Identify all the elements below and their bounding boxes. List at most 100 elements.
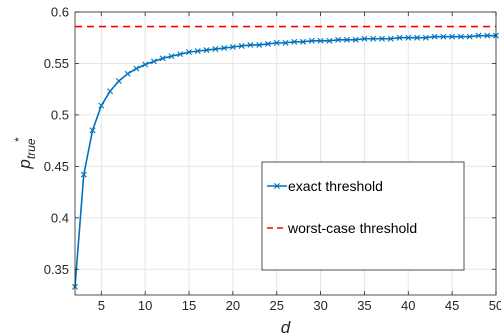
- y-axis-label-subscript: true: [24, 138, 38, 159]
- marker-stroke: [291, 38, 298, 45]
- marker-stroke: [124, 70, 131, 77]
- data-point-marker: [229, 44, 236, 50]
- marker-stroke: [98, 102, 105, 109]
- x-tick-label: 45: [445, 298, 459, 313]
- x-tick-label: 30: [313, 298, 327, 313]
- marker-stroke: [273, 39, 280, 46]
- data-point-marker: [221, 45, 228, 52]
- marker-stroke: [343, 36, 350, 43]
- y-axis-label: ptrue: [15, 138, 38, 169]
- data-point-marker: [370, 35, 377, 42]
- data-point-marker: [124, 70, 131, 77]
- x-tick-label: 35: [357, 298, 371, 313]
- data-point-marker: [107, 88, 114, 95]
- data-point-marker: [378, 35, 385, 42]
- marker-stroke: [317, 37, 324, 44]
- data-point-marker: [475, 32, 482, 39]
- marker-stroke: [247, 41, 254, 48]
- data-point-marker: [440, 33, 447, 40]
- marker-stroke: [457, 33, 464, 40]
- data-point-marker: [449, 33, 456, 40]
- data-point-marker: [396, 34, 403, 41]
- marker-stroke: [449, 33, 456, 40]
- legend-box: [261, 161, 465, 271]
- series-layer: [72, 25, 499, 290]
- data-point-marker: [186, 49, 193, 56]
- marker-stroke: [264, 40, 271, 47]
- data-point-marker: [387, 35, 394, 42]
- data-point-marker: [343, 36, 350, 43]
- marker-stroke: [203, 47, 210, 54]
- data-point-marker: [457, 33, 464, 40]
- data-point-marker: [194, 48, 201, 55]
- data-point-marker: [264, 40, 271, 47]
- x-tick-label: 20: [226, 298, 240, 313]
- data-point-marker: [150, 58, 157, 65]
- marker-stroke: [300, 38, 307, 45]
- y-tick-label: 0.5: [51, 107, 69, 122]
- data-point-marker: [98, 102, 105, 109]
- marker-stroke: [308, 37, 315, 44]
- data-point-marker: [422, 34, 429, 41]
- marker-stroke: [387, 35, 394, 42]
- data-point-marker: [317, 37, 324, 44]
- data-point-marker: [484, 32, 491, 39]
- data-point-marker: [466, 33, 473, 40]
- marker-stroke: [168, 53, 175, 60]
- data-point-marker: [203, 47, 210, 54]
- data-point-marker: [247, 41, 254, 48]
- marker-stroke: [361, 35, 368, 42]
- data-point-marker: [212, 46, 219, 53]
- data-point-marker: [115, 77, 122, 84]
- marker-stroke: [238, 42, 245, 49]
- marker-stroke: [142, 61, 149, 68]
- marker-stroke: [159, 55, 166, 62]
- data-point-marker: [335, 36, 342, 43]
- marker-stroke: [326, 37, 333, 44]
- x-axis-label: d: [281, 318, 291, 336]
- legend-label: worst-case threshold: [287, 220, 417, 236]
- x-tick-label: 5: [98, 298, 105, 313]
- marker-stroke: [256, 41, 263, 48]
- marker-stroke: [396, 34, 403, 41]
- x-tick-label: 50: [489, 298, 501, 313]
- marker-stroke: [115, 77, 122, 84]
- legend: exact threshold worst-case threshold: [261, 161, 465, 271]
- marker-stroke: [440, 33, 447, 40]
- data-point-marker: [282, 39, 289, 46]
- data-point-marker: [326, 37, 333, 44]
- data-point-marker: [273, 39, 280, 46]
- y-axis-label-superscript: *: [12, 137, 26, 142]
- legend-label: exact threshold: [288, 178, 383, 194]
- marker-stroke: [282, 39, 289, 46]
- marker-stroke: [194, 48, 201, 55]
- marker-stroke: [177, 51, 184, 58]
- data-point-marker: [133, 65, 140, 72]
- marker-stroke: [466, 33, 473, 40]
- marker-stroke: [370, 35, 377, 42]
- axes-layer: 5 10 15 20 25 30 35 40 45 50 0.35 0.4 0.45 0.5 0.55 0.6…: [12, 5, 501, 336]
- data-point-marker: [168, 53, 175, 60]
- data-point-marker: [142, 61, 149, 68]
- plot-frame: [74, 11, 497, 296]
- marker-stroke: [431, 33, 438, 40]
- data-point-marker: [291, 38, 298, 45]
- marker-stroke: [405, 34, 412, 41]
- data-point-marker: [361, 35, 368, 42]
- marker-stroke: [378, 35, 385, 42]
- marker-stroke: [352, 36, 359, 43]
- data-point-marker: [300, 38, 307, 45]
- marker-stroke: [414, 34, 421, 41]
- data-point-marker: [431, 33, 438, 40]
- x-tick-label: 25: [269, 298, 283, 313]
- y-tick-label: 0.35: [44, 262, 69, 277]
- data-point-marker: [352, 36, 359, 43]
- x-tick-label: 10: [138, 298, 152, 313]
- marker-stroke: [186, 49, 193, 56]
- data-point-marker: [414, 34, 421, 41]
- data-point-marker: [80, 171, 87, 178]
- y-tick-label: 0.6: [51, 5, 69, 20]
- data-point-marker: [89, 127, 96, 134]
- marker-stroke: [422, 34, 429, 41]
